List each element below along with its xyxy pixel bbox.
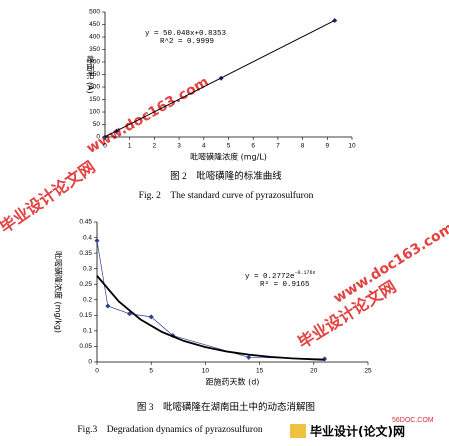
annotation-text: y = 50.048x+0.8353 bbox=[145, 30, 227, 38]
y-tick-label: 0 bbox=[96, 134, 100, 141]
y-tick-label: 0.05 bbox=[79, 343, 92, 350]
y-tick-label: 0.15 bbox=[79, 312, 92, 319]
point bbox=[94, 238, 100, 244]
y-tick-label: 500 bbox=[89, 9, 100, 16]
y-tick-label: 0.4 bbox=[83, 234, 92, 241]
y-tick-label: 250 bbox=[89, 71, 100, 78]
y-tick-label: 0.45 bbox=[79, 219, 92, 226]
x-tick-label: 10 bbox=[202, 368, 210, 375]
annotation: y = 50.048x+0.8353 bbox=[145, 30, 227, 38]
y-axis-label: 吡嘧磺隆浓度 (mg/kg) bbox=[54, 251, 64, 333]
x-axis-label: 吡嘧磺隆浓度 (mg/L) bbox=[190, 152, 267, 162]
x-tick-label: 2 bbox=[153, 143, 157, 150]
logo-icon bbox=[290, 424, 306, 438]
y-tick-label: 100 bbox=[89, 109, 100, 116]
line bbox=[104, 19, 335, 138]
annotation-sup: -0.176x bbox=[295, 270, 316, 276]
y-tick-label: 0.1 bbox=[83, 328, 92, 335]
caption: 图 3 吡嘧磺隆在湖南田土中的动态消解图 bbox=[137, 401, 315, 413]
y-tick-label: 0 bbox=[88, 359, 92, 366]
line bbox=[96, 240, 325, 360]
x-tick-label: 0 bbox=[103, 143, 107, 150]
y-tick-label: 450 bbox=[89, 21, 100, 28]
y-tick-label: 0.2 bbox=[83, 296, 92, 303]
x-tick-label: 10 bbox=[348, 143, 356, 150]
annotation: R² = 0.9165 bbox=[260, 280, 310, 289]
x-tick-label: 4 bbox=[202, 143, 206, 150]
x-tick-label: 20 bbox=[310, 368, 318, 375]
y-tick-label: 50 bbox=[93, 121, 101, 128]
x-tick-label: 15 bbox=[256, 368, 264, 375]
y-tick-label: 350 bbox=[89, 46, 100, 53]
logo-site: 56DOC.COM bbox=[392, 417, 434, 424]
x-tick-label: 7 bbox=[276, 143, 280, 150]
line bbox=[96, 275, 325, 361]
y-tick-label: 150 bbox=[89, 96, 100, 103]
y-tick-label: 400 bbox=[89, 34, 100, 41]
y-tick-label: 200 bbox=[89, 84, 100, 91]
x-tick-label: 6 bbox=[251, 143, 255, 150]
x-tick-label: 5 bbox=[149, 368, 153, 375]
caption: Fig. 2 The standard curve of pyrazosulfu… bbox=[139, 190, 314, 201]
y-tick-label: 300 bbox=[89, 59, 100, 66]
point bbox=[246, 354, 252, 360]
x-tick-label: 5 bbox=[227, 143, 231, 150]
annotation-text: R² = 0.9165 bbox=[260, 280, 310, 289]
y-tick-label: 0.3 bbox=[83, 265, 92, 272]
caption: Fig.3 Degradation dynamics of pyrazosulf… bbox=[77, 424, 262, 435]
annotation-text: y = 0.2772e bbox=[245, 273, 295, 281]
y-axis-label: 峰面积 (A) bbox=[86, 55, 96, 93]
point bbox=[148, 314, 154, 320]
x-tick-label: 1 bbox=[128, 143, 132, 150]
x-tick-label: 25 bbox=[364, 368, 372, 375]
logo-name: 毕业设计(论文)网 bbox=[310, 424, 405, 439]
annotation-text: R^2 = 0.9999 bbox=[160, 37, 214, 46]
y-tick-label: 0.35 bbox=[79, 250, 92, 257]
point bbox=[105, 303, 111, 309]
annotation: R^2 = 0.9999 bbox=[160, 37, 214, 46]
x-tick-label: 9 bbox=[325, 143, 329, 150]
annotation: y = 0.2772e-0.176x bbox=[245, 270, 316, 281]
caption: 图 2 吡嘧磺隆的标准曲线 bbox=[170, 170, 282, 182]
x-tick-label: 0 bbox=[95, 368, 99, 375]
y-tick-label: 0.25 bbox=[79, 281, 92, 288]
x-axis-label: 距施药天数 (d) bbox=[206, 377, 260, 387]
x-tick-label: 8 bbox=[301, 143, 305, 150]
x-tick-label: 3 bbox=[177, 143, 181, 150]
